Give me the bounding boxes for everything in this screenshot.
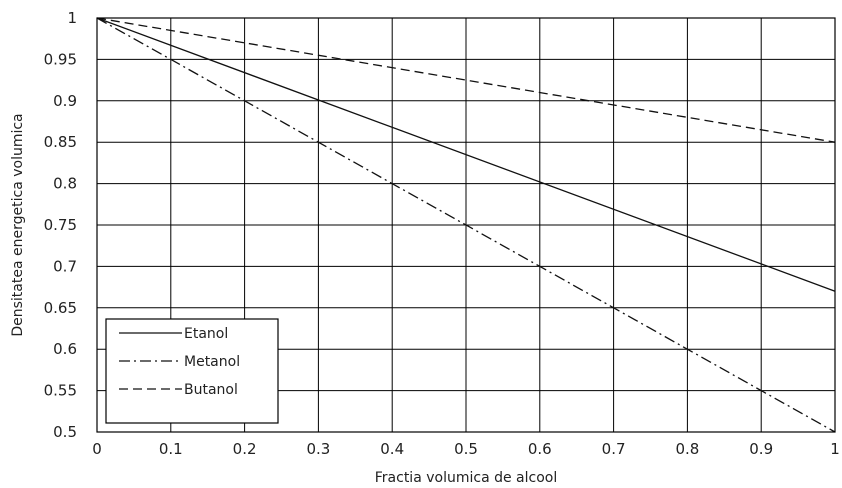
y-tick-label: 0.9 <box>53 92 77 110</box>
series-line-etanol <box>96 17 836 292</box>
y-tick-label: 0.5 <box>53 423 77 441</box>
legend: Etanol Metanol Butanol <box>105 318 279 424</box>
y-tick-labels: 0.5 0.55 0.6 0.65 0.7 0.75 0.8 0.85 0.9 0.95 1 <box>44 9 77 441</box>
y-tick-label: 0.6 <box>53 340 77 358</box>
y-tick-label: 0.85 <box>44 133 77 151</box>
legend-label-butanol: Butanol <box>184 382 238 398</box>
y-tick-label: 0.7 <box>53 257 77 275</box>
x-tick-label: 0.4 <box>380 440 404 458</box>
x-tick-label: 0.2 <box>233 440 257 458</box>
y-axis-label: Densitatea energetica volumica <box>10 113 26 336</box>
y-tick-label: 0.65 <box>44 299 77 317</box>
series-line-butanol <box>96 17 836 143</box>
legend-label-metanol: Metanol <box>184 354 240 370</box>
x-tick-label: 0.6 <box>528 440 552 458</box>
x-tick-label: 0 <box>92 440 102 458</box>
x-tick-label: 0.3 <box>306 440 330 458</box>
x-tick-labels: 0 0.1 0.2 0.3 0.4 0.5 0.6 0.7 0.8 0.9 1 <box>92 440 840 458</box>
x-tick-label: 0.5 <box>454 440 478 458</box>
y-tick-label: 0.8 <box>53 175 77 193</box>
x-tick-label: 1 <box>830 440 840 458</box>
plot-frame <box>96 17 836 433</box>
x-axis-label: Fractia volumica de alcool <box>375 470 557 486</box>
y-tick-label: 0.95 <box>44 50 77 68</box>
x-tick-label: 0.7 <box>602 440 626 458</box>
series-lines <box>96 17 836 433</box>
x-tick-label: 0.8 <box>675 440 699 458</box>
y-tick-label: 1 <box>67 9 77 27</box>
legend-box <box>105 318 279 424</box>
y-tick-label: 0.75 <box>44 216 77 234</box>
y-tick-label: 0.55 <box>44 382 77 400</box>
x-tick-label: 0.1 <box>159 440 183 458</box>
x-tick-label: 0.9 <box>749 440 773 458</box>
series-line-metanol <box>96 17 836 433</box>
legend-label-etanol: Etanol <box>184 326 228 342</box>
